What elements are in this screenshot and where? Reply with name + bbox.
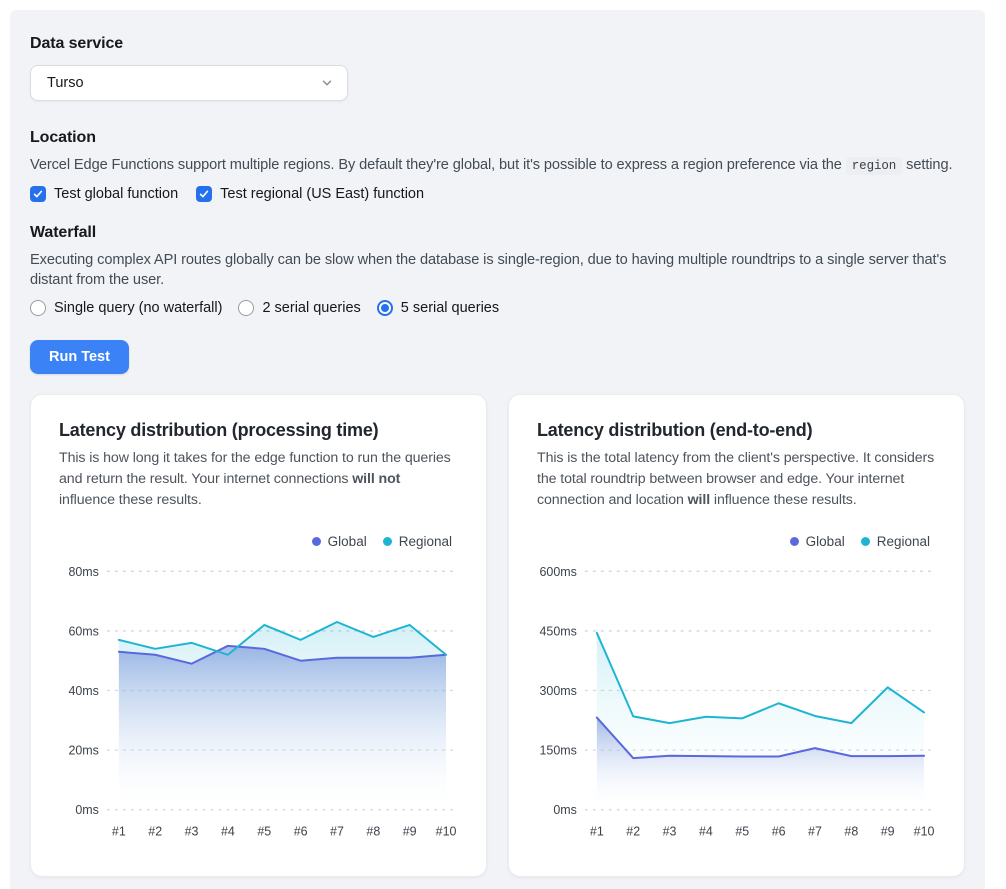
svg-text:#10: #10	[914, 825, 935, 839]
checkbox-test-global[interactable]	[30, 185, 46, 202]
radio-single-query[interactable]	[30, 300, 46, 317]
checkbox-label: Test global function	[54, 185, 179, 202]
svg-text:0ms: 0ms	[553, 804, 577, 818]
svg-text:#4: #4	[221, 825, 235, 839]
legend-dot-global	[311, 537, 321, 547]
legend-item-regional: Regional	[860, 534, 930, 549]
radio-label: Single query (no waterfall)	[54, 300, 223, 317]
svg-text:#5: #5	[257, 825, 271, 839]
select-value: Turso	[47, 75, 84, 91]
svg-text:#6: #6	[294, 825, 308, 839]
radio-label: 5 serial queries	[400, 300, 500, 317]
checkbox-item-regional[interactable]: Test regional (US East) function	[196, 185, 425, 202]
svg-text:#1: #1	[590, 825, 604, 839]
svg-text:#4: #4	[699, 825, 713, 839]
svg-text:#6: #6	[772, 825, 786, 839]
svg-text:0ms: 0ms	[75, 804, 99, 818]
svg-text:600ms: 600ms	[540, 565, 577, 579]
data-service-select[interactable]: Turso	[30, 65, 348, 101]
svg-text:#1: #1	[112, 825, 126, 839]
location-checkbox-row: Test global function Test regional (US E…	[30, 185, 965, 202]
legend-dot-global	[789, 537, 799, 547]
svg-text:#2: #2	[148, 825, 162, 839]
latency-chart-processing: 0ms 20ms 40ms 60ms 80ms #1 #2 #3 #4 #5 #6 #7 #8 #9 #10	[68, 565, 459, 839]
svg-text:#9: #9	[403, 825, 417, 839]
latency-chart-end-to-end: 0ms 150ms 300ms 450ms 600ms #1 #2 #3 #4 #5 #6 #7 #8 #…	[540, 565, 937, 839]
settings-panel: Data service Turso Location Vercel Edge …	[10, 10, 985, 889]
checkbox-test-regional[interactable]	[196, 185, 213, 202]
legend-item-global: Global	[789, 534, 845, 549]
legend-item-global: Global	[311, 534, 367, 549]
svg-text:80ms: 80ms	[68, 565, 98, 579]
radio-label: 2 serial queries	[262, 300, 361, 317]
card-description: This is the total latency from the clien…	[537, 450, 935, 508]
svg-text:#10: #10	[436, 825, 457, 839]
location-description: Vercel Edge Functions support multiple r…	[30, 157, 953, 175]
svg-text:#3: #3	[663, 825, 677, 839]
region-code-chip: region	[845, 157, 903, 175]
waterfall-radio-row: Single query (no waterfall) 2 serial que…	[30, 300, 965, 317]
legend-dot-regional	[860, 537, 870, 547]
check-icon	[199, 190, 209, 198]
card-title: Latency distribution (processing time)	[59, 420, 379, 441]
svg-text:#8: #8	[844, 825, 858, 839]
svg-text:#5: #5	[735, 825, 749, 839]
checkbox-item-global[interactable]: Test global function	[30, 185, 179, 202]
card-end-to-end: Latency distribution (end-to-end) This i…	[508, 394, 965, 878]
waterfall-heading: Waterfall	[30, 223, 97, 241]
legend-dot-regional	[382, 537, 392, 547]
svg-text:150ms: 150ms	[540, 744, 577, 758]
svg-text:#7: #7	[808, 825, 822, 839]
chart-legend: Global Regional	[59, 534, 452, 549]
radio-item-2-serial[interactable]: 2 serial queries	[238, 300, 361, 317]
legend-item-regional: Regional	[382, 534, 452, 549]
svg-text:40ms: 40ms	[68, 684, 98, 698]
radio-2-serial[interactable]	[238, 300, 255, 317]
svg-text:#3: #3	[185, 825, 199, 839]
waterfall-description: Executing complex API routes globally ca…	[30, 251, 947, 289]
chevron-down-icon	[320, 76, 334, 90]
card-description: This is how long it takes for the edge f…	[59, 450, 451, 508]
svg-text:#2: #2	[626, 825, 640, 839]
radio-5-serial[interactable]	[376, 300, 393, 317]
svg-text:300ms: 300ms	[540, 684, 577, 698]
svg-text:#7: #7	[330, 825, 344, 839]
radio-item-5-serial[interactable]: 5 serial queries	[376, 300, 500, 317]
radio-item-single-query[interactable]: Single query (no waterfall)	[30, 300, 223, 317]
card-title: Latency distribution (end-to-end)	[537, 420, 813, 441]
svg-text:20ms: 20ms	[68, 744, 98, 758]
svg-text:#9: #9	[881, 825, 895, 839]
chart-legend: Global Regional	[537, 534, 930, 549]
svg-text:#8: #8	[366, 825, 380, 839]
data-service-heading: Data service	[30, 35, 124, 52]
check-icon	[33, 190, 43, 198]
charts-row: Latency distribution (processing time) T…	[30, 394, 965, 878]
location-heading: Location	[30, 129, 96, 146]
card-processing-time: Latency distribution (processing time) T…	[30, 394, 487, 878]
checkbox-label: Test regional (US East) function	[220, 185, 425, 202]
run-test-button[interactable]: Run Test	[30, 340, 129, 375]
svg-text:60ms: 60ms	[68, 625, 98, 639]
svg-text:450ms: 450ms	[540, 625, 577, 639]
